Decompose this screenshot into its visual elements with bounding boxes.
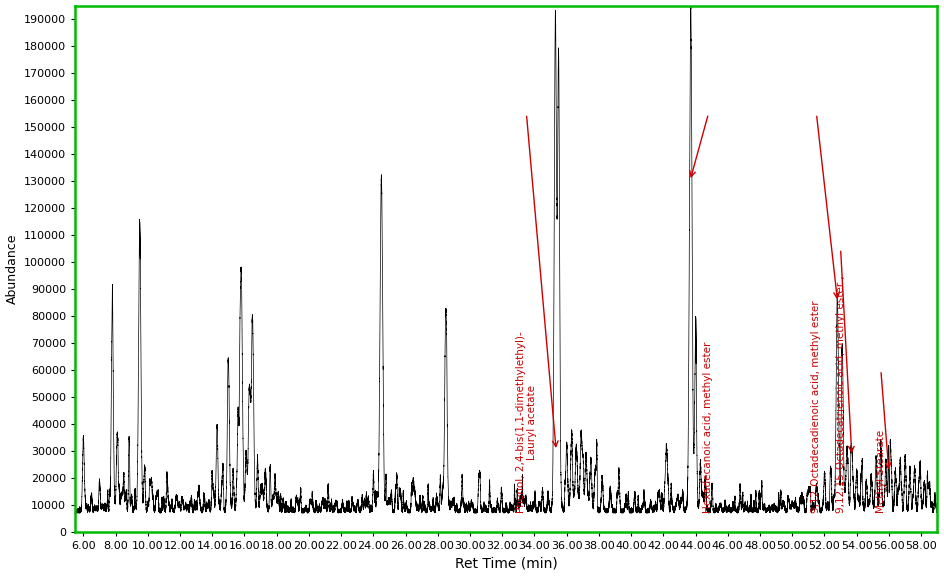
Y-axis label: Abundance: Abundance	[6, 233, 19, 304]
Text: 9,12,15-Octadecatrienoic acid, methyl ester ,: 9,12,15-Octadecatrienoic acid, methyl es…	[834, 275, 845, 513]
X-axis label: Ret Time (min): Ret Time (min)	[454, 556, 557, 570]
Text: Phenol, 2,4-bis(1,1-dimethylethyl)-
Lauryl acetate: Phenol, 2,4-bis(1,1-dimethylethyl)- Laur…	[515, 331, 536, 513]
Text: Methyl Stearate: Methyl Stearate	[875, 430, 885, 513]
Text: 9,12-Octadecadienoic acid, methyl ester: 9,12-Octadecadienoic acid, methyl ester	[811, 300, 820, 513]
Text: Hexadecanoic acid, methyl ester: Hexadecanoic acid, methyl ester	[702, 342, 713, 513]
